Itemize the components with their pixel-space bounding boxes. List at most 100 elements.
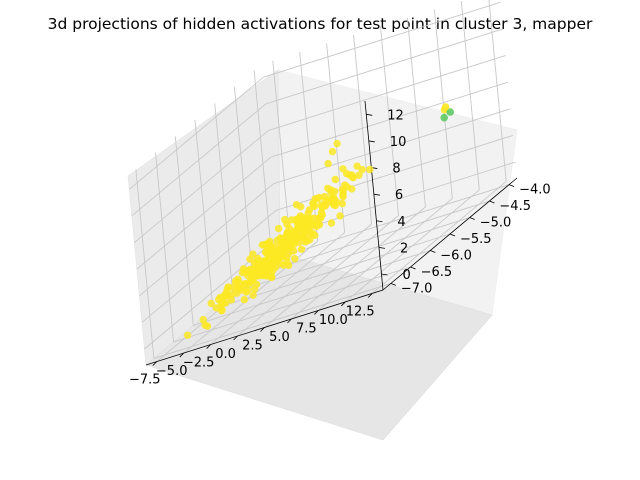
x-tick-mark [260, 327, 265, 332]
x-tick-label: 0.0 [215, 347, 236, 362]
y-gridline-wall [233, 87, 253, 277]
scatter-point [249, 291, 257, 299]
z-gridline-left [131, 103, 267, 217]
x-tick-mark [314, 310, 319, 315]
x-tick-label: 12.5 [346, 304, 375, 319]
scatter-point [274, 256, 282, 264]
z-tick-mark [368, 140, 375, 143]
scatter-point [248, 273, 256, 282]
x-tick-label: −2.5 [183, 356, 215, 371]
z-axis-line [364, 100, 384, 291]
scatter-point [292, 227, 300, 235]
z-tick-label: 10 [390, 135, 407, 150]
y-tick-label: −5.5 [460, 232, 492, 247]
scatter-point [218, 299, 226, 307]
y-gridline-floor [153, 282, 392, 359]
scatter-point [328, 147, 337, 156]
x-tick-label: −7.5 [129, 373, 161, 388]
y-gridline-wall [194, 119, 214, 310]
scatter-point [324, 184, 332, 192]
scatter-point [297, 203, 305, 211]
scatter-point [330, 201, 338, 209]
chart-title: 3d projections of hidden activations for… [48, 15, 593, 33]
x-tick-mark [179, 352, 184, 358]
y-gridline-floor [173, 266, 411, 343]
z-gridline-back [273, 108, 511, 185]
scatter-point [304, 209, 312, 217]
scatter-point [353, 162, 361, 170]
y-tick-label: −6.0 [440, 248, 472, 263]
z-gridline-left [141, 210, 277, 323]
scatter-point [331, 175, 339, 184]
scatter-point [212, 304, 221, 312]
x-tick-mark [287, 318, 292, 324]
y-tick-label: −5.0 [480, 216, 512, 231]
scatter-point [272, 247, 280, 255]
scatter-point [227, 296, 235, 304]
scatter-point [240, 295, 248, 304]
x-tick-label: 7.5 [296, 321, 317, 336]
z-tick-mark [373, 193, 380, 196]
x-gridline-wall [380, 26, 399, 216]
y-gridline-floor [252, 200, 490, 277]
y-gridline-wall [135, 169, 155, 359]
outlier-point [441, 103, 450, 111]
y-gridline-wall [155, 152, 175, 342]
z-tick-label: 6 [395, 188, 403, 203]
z-gridline-back [268, 55, 506, 131]
x-gridline-wall [406, 17, 426, 208]
x-gridline-wall [460, 0, 480, 190]
scatter-point [274, 224, 283, 233]
z-gridline-back [270, 81, 509, 158]
y-tick-label: −4.5 [499, 199, 531, 214]
z-gridline-left [128, 76, 264, 190]
outlier-point [440, 113, 449, 122]
scatter-point [301, 238, 309, 246]
x-tick-label: 10.0 [319, 313, 348, 328]
scatter-point [282, 253, 291, 262]
scatter-point [315, 193, 323, 202]
scatter-point [203, 322, 212, 330]
y-gridline-wall [253, 70, 273, 260]
z-tick-mark [376, 220, 383, 223]
x-tick-label: 2.5 [242, 339, 263, 354]
scatter-point [289, 237, 297, 245]
y-tick-mark [410, 266, 416, 270]
y-tick-mark [489, 200, 495, 204]
scatter-point [281, 215, 289, 224]
scatter-point [322, 200, 330, 208]
scatter-point [283, 238, 291, 247]
x-tick-mark [367, 293, 373, 298]
scatter-point [238, 268, 247, 277]
z-tick-mark [381, 273, 388, 276]
y-gridline-wall [174, 136, 194, 326]
scatter-point [320, 192, 329, 201]
scatter-point [249, 250, 257, 258]
y-gridline-wall [214, 103, 234, 293]
y-tick-label: −4.0 [519, 183, 551, 198]
scatter-point [308, 229, 317, 237]
y-tick-mark [430, 250, 436, 253]
y-tick-label: −7.0 [401, 281, 433, 296]
z-gridline-left [136, 156, 272, 270]
scatter-point [234, 275, 242, 283]
scatter-point [358, 165, 366, 174]
y-axis-ticks: −7.0−6.5 −6.0−5.5−5.0 −4.5−4.0 [390, 183, 551, 296]
y-gridline-floor [271, 184, 510, 261]
scatter-point [219, 293, 227, 301]
y-gridline-floor [193, 250, 431, 326]
scatter-point [339, 165, 347, 173]
scatter-point [246, 265, 255, 273]
scatter-point [183, 331, 192, 339]
scatter-point [241, 280, 249, 288]
scatter-point [310, 202, 318, 211]
z-gridline-left [139, 183, 274, 297]
z-axis-ticks: 0 2 4 6 8 10 12 [366, 108, 411, 283]
outlier-point [446, 108, 455, 116]
scatter-point [327, 219, 336, 227]
scatter-point [339, 192, 347, 201]
scatter-points [183, 103, 455, 339]
z-gridline-back [263, 1, 501, 78]
x-axis-ticks: −7.5−5.0−2.50.0 2.5 5.0 7.510.012.5 [129, 293, 375, 388]
